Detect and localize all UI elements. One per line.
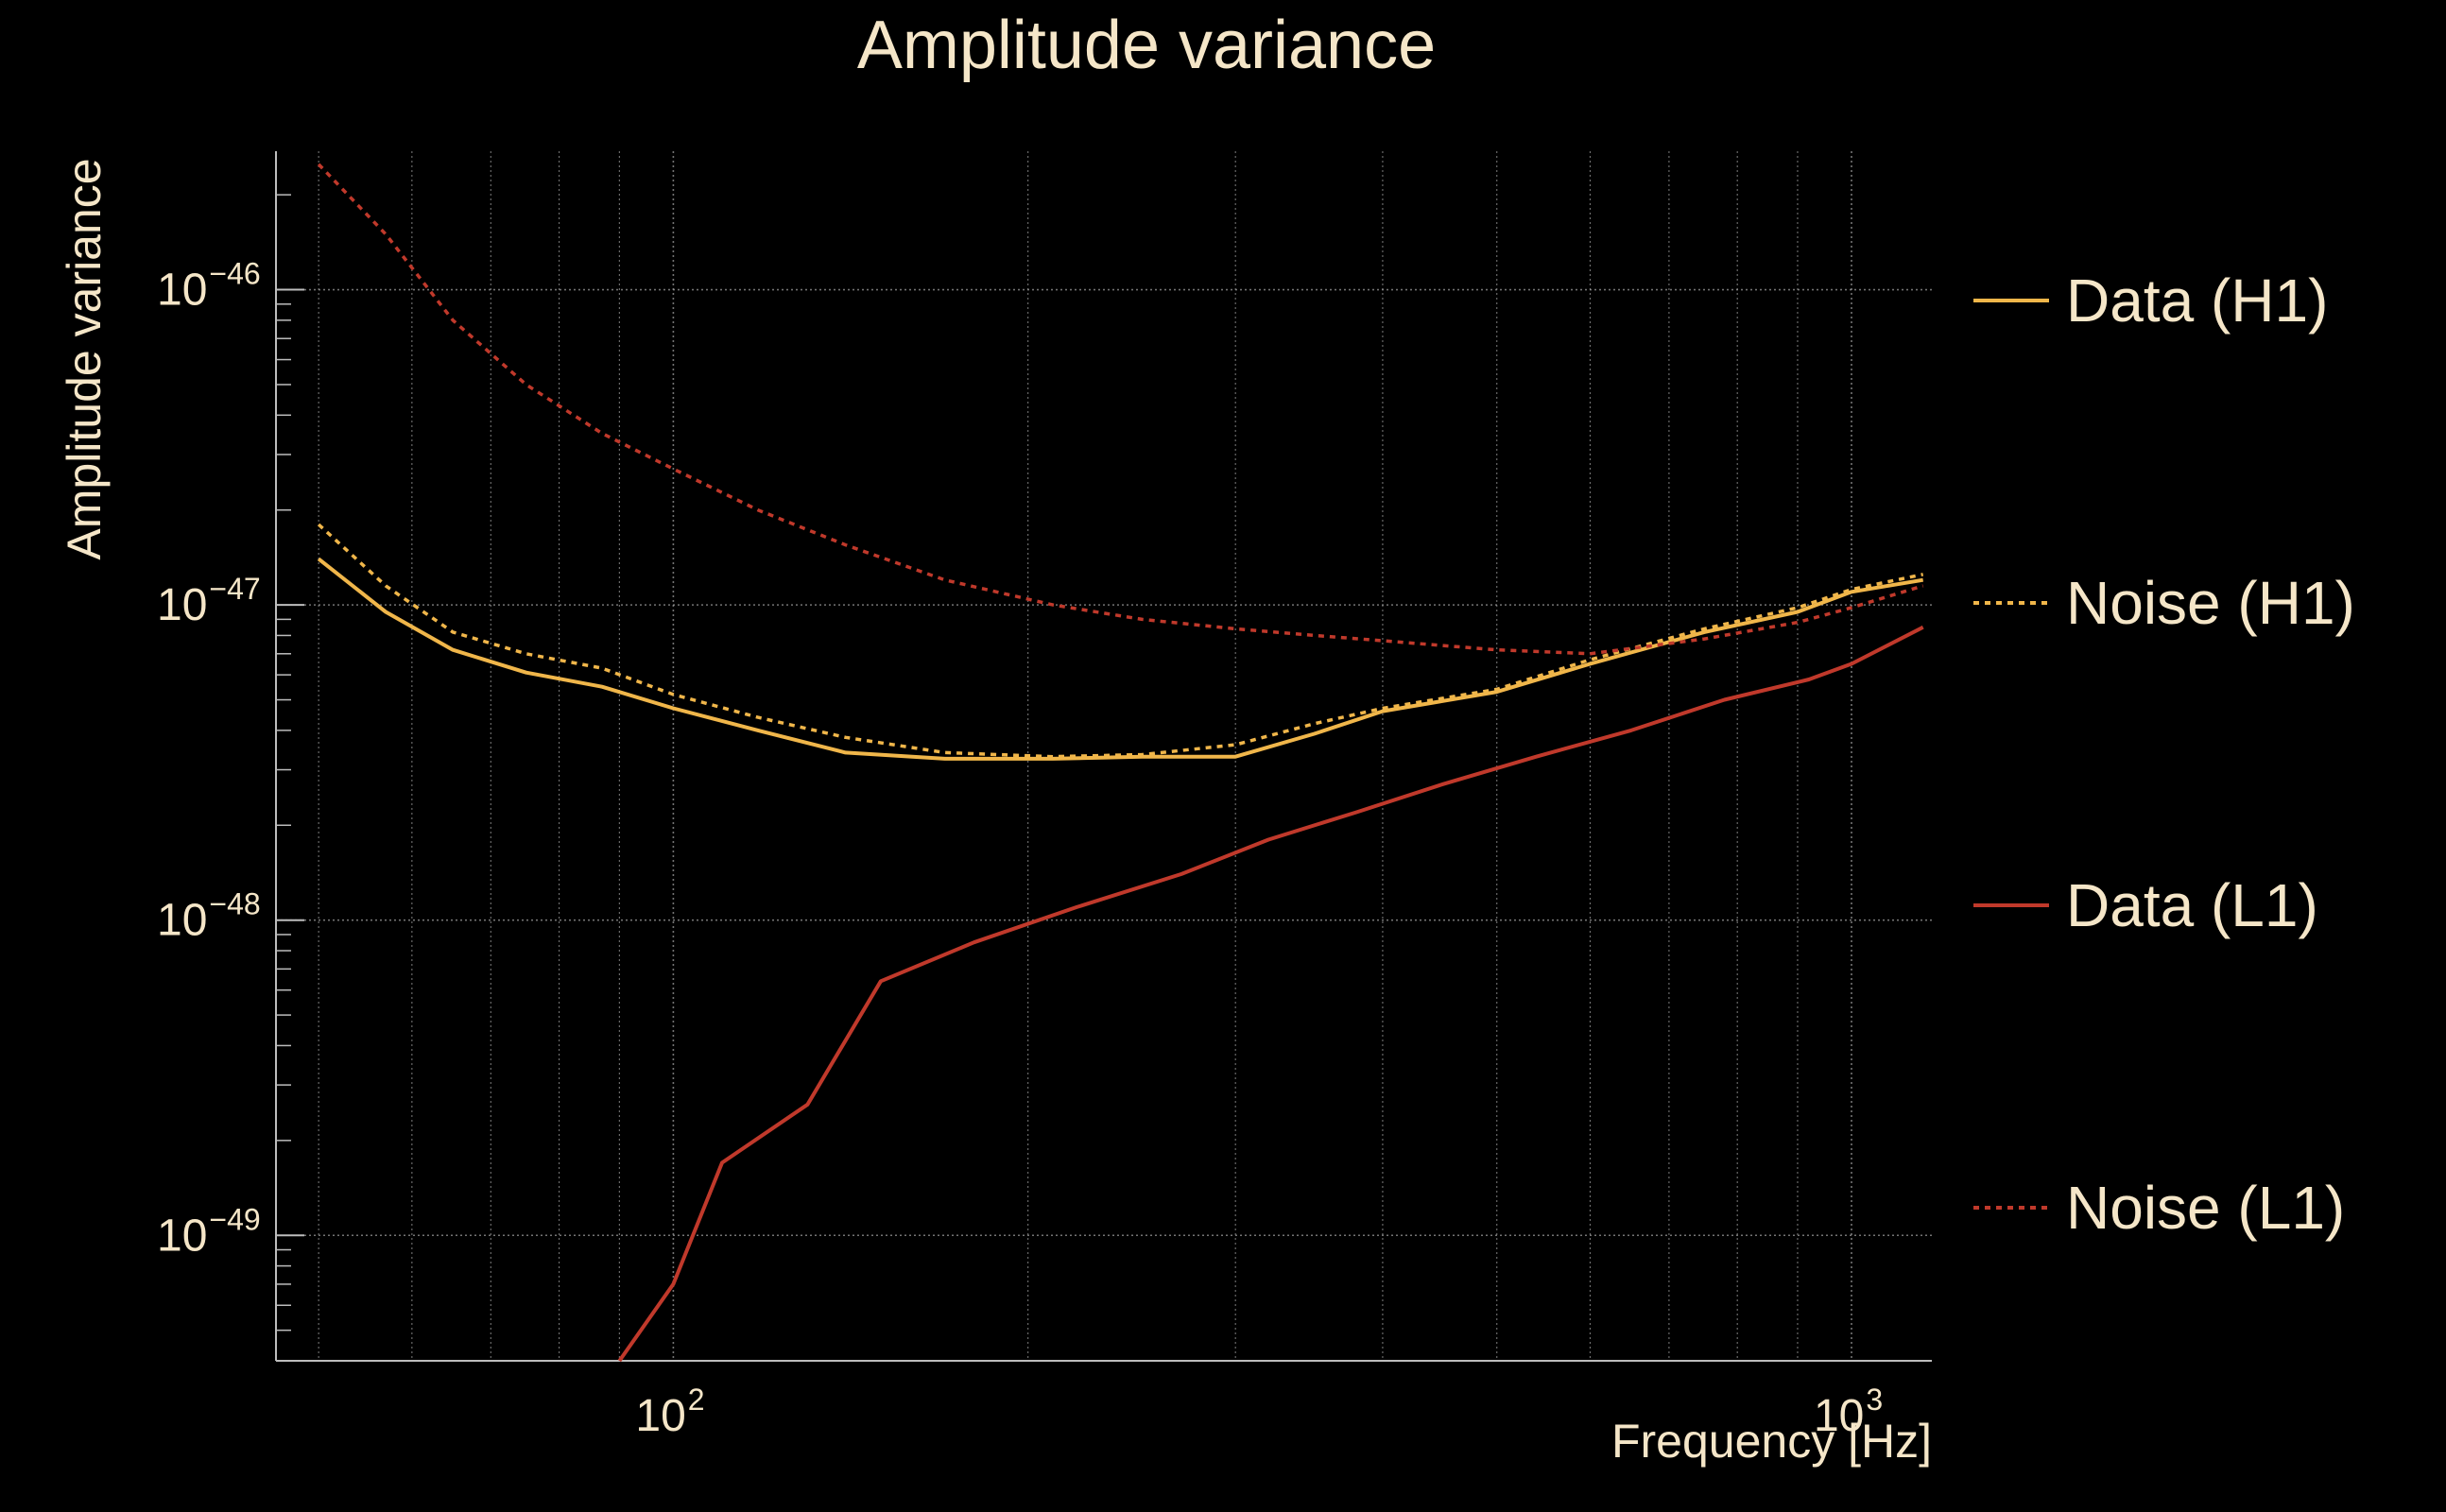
y-tick-label: 10−48 [157,887,261,946]
y-tick-label: 10−49 [157,1202,261,1261]
tick-labels: 10−46 10−47 10−48 10−49 102 103 [157,257,1883,1441]
x-tick-label: 103 [1814,1383,1883,1441]
series-line [317,557,1924,761]
x-tick-label: 102 [635,1383,704,1441]
legend: Data (H1) Noise (H1) Data (L1) Noise (L1) [1973,266,2355,1242]
legend-label: Data (H1) [2066,266,2328,335]
grid [276,151,1932,1361]
series-line [617,625,1924,1363]
y-tick-label: 10−47 [157,572,261,630]
plot-area [317,163,1924,1363]
axes [275,151,1932,1362]
chart-title: Amplitude variance [857,8,1436,83]
y-tick-label: 10−46 [157,257,261,316]
series-line [317,163,1924,656]
legend-label: Data (L1) [2066,871,2318,939]
series-line [317,523,1924,759]
x-axis-label: Frequency [Hz] [1611,1415,1932,1468]
legend-label: Noise (H1) [2066,569,2355,637]
legend-label: Noise (L1) [2066,1174,2345,1242]
y-axis-label: Amplitude variance [58,158,111,559]
